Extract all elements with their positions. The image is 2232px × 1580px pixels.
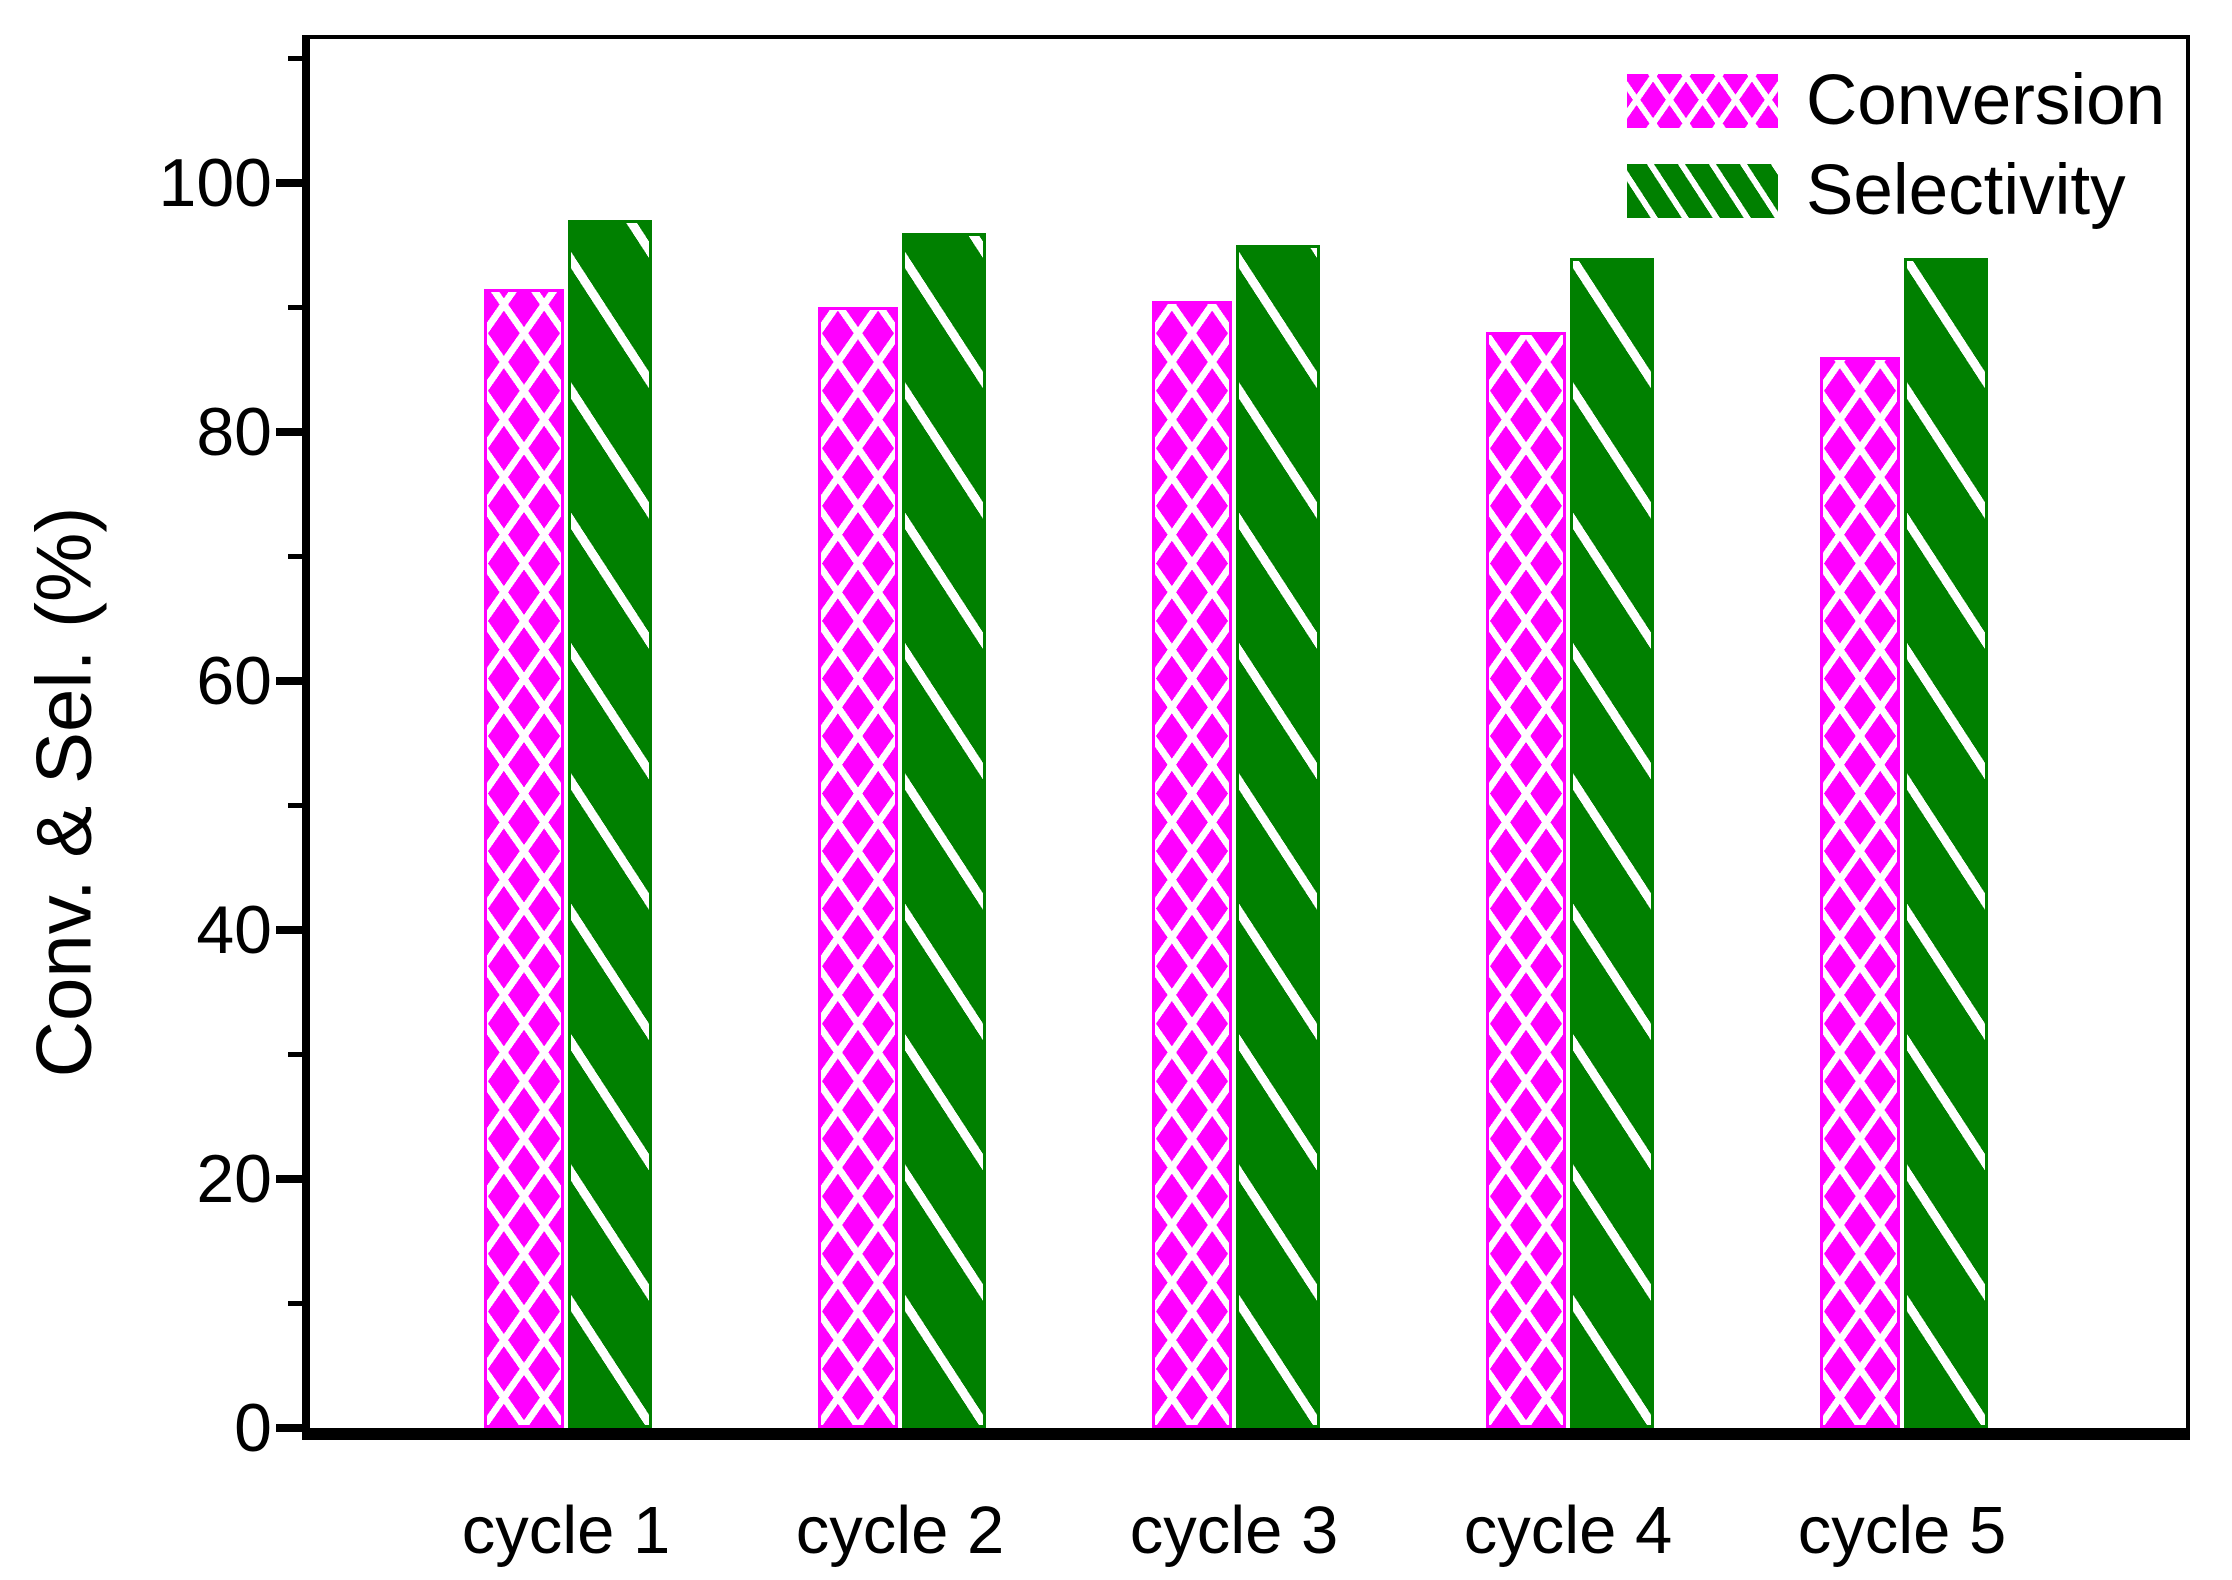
bar-conversion-cycle-2 xyxy=(818,307,898,1428)
y-tick-label-100: 100 xyxy=(158,145,272,221)
plot-area: Conversion Selectivity xyxy=(276,35,2190,1440)
bar-conversion-cycle-4 xyxy=(1486,332,1566,1428)
y-major-tick-80 xyxy=(276,428,302,436)
y-minor-tick-70 xyxy=(288,554,302,559)
legend: Conversion Selectivity xyxy=(1627,63,2165,229)
conversion-swatch xyxy=(1627,74,1778,128)
x-tick-label-cycle-3: cycle 3 xyxy=(1129,1493,1339,1568)
y-minor-tick-30 xyxy=(288,1052,302,1057)
y-major-tick-40 xyxy=(276,926,302,934)
legend-label-conversion: Conversion xyxy=(1806,61,2166,140)
plot-inner: Conversion Selectivity xyxy=(276,39,2186,1432)
y-major-tick-0 xyxy=(276,1424,302,1432)
x-tick-label-cycle-4: cycle 4 xyxy=(1463,1493,1673,1568)
y-minor-tick-10 xyxy=(288,1301,302,1306)
y-major-tick-20 xyxy=(276,1175,302,1183)
legend-label-selectivity: Selectivity xyxy=(1806,151,2126,230)
y-major-tick-60 xyxy=(276,677,302,685)
bar-selectivity-cycle-1 xyxy=(568,220,652,1428)
y-major-tick-100 xyxy=(276,179,302,187)
y-minor-tick-50 xyxy=(288,803,302,808)
bar-conversion-cycle-3 xyxy=(1152,301,1232,1428)
bar-selectivity-cycle-4 xyxy=(1570,258,1654,1428)
x-tick-label-cycle-5: cycle 5 xyxy=(1797,1493,2007,1568)
selectivity-swatch xyxy=(1627,164,1778,218)
bar-conversion-cycle-5 xyxy=(1820,357,1900,1428)
y-tick-label-20: 20 xyxy=(196,1141,272,1217)
x-tick-label-cycle-1: cycle 1 xyxy=(461,1493,671,1568)
x-tick-label-cycle-2: cycle 2 xyxy=(795,1493,1005,1568)
y-minor-tick-110 xyxy=(288,56,302,61)
legend-item-conversion: Conversion xyxy=(1627,63,2165,139)
y-minor-tick-90 xyxy=(288,305,302,310)
y-tick-label-40: 40 xyxy=(196,892,272,968)
bar-selectivity-cycle-3 xyxy=(1236,245,1320,1428)
y-tick-label-60: 60 xyxy=(196,643,272,719)
bar-selectivity-cycle-2 xyxy=(902,233,986,1428)
y-tick-label-80: 80 xyxy=(196,394,272,470)
legend-item-selectivity: Selectivity xyxy=(1627,153,2165,229)
bar-conversion-cycle-1 xyxy=(484,289,564,1428)
y-tick-label-0: 0 xyxy=(234,1390,272,1466)
bar-selectivity-cycle-5 xyxy=(1904,258,1988,1428)
